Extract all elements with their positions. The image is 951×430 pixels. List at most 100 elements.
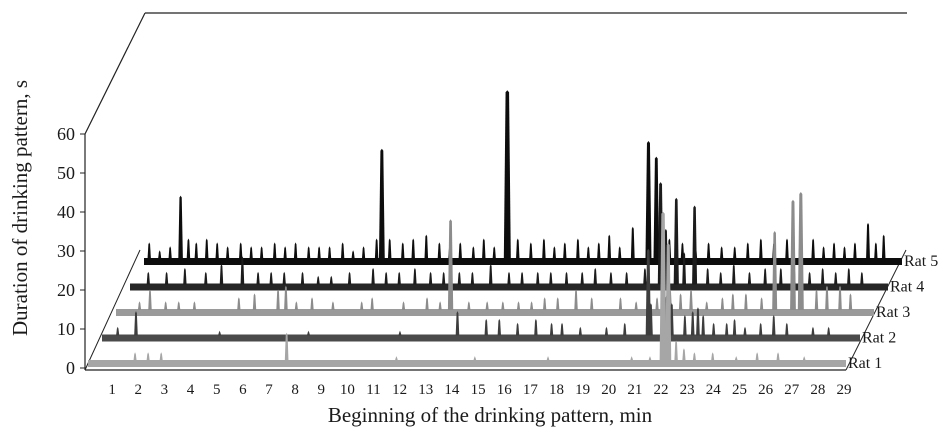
data-peak xyxy=(648,303,653,336)
data-peak xyxy=(455,311,460,336)
x-axis-title: Beginning of the drinking pattern, min xyxy=(328,403,653,427)
data-peak xyxy=(653,156,660,259)
data-peak xyxy=(239,242,243,259)
x-tick-label: 7 xyxy=(265,382,273,398)
data-peak xyxy=(834,271,838,285)
data-peak xyxy=(682,252,687,285)
data-peak xyxy=(473,356,477,361)
data-peak xyxy=(563,242,567,259)
data-peak xyxy=(370,297,374,310)
data-peak xyxy=(692,205,698,285)
data-peak xyxy=(701,315,705,336)
data-peak xyxy=(284,332,289,361)
data-peak xyxy=(501,301,505,310)
data-peak xyxy=(705,301,709,310)
data-peak xyxy=(515,322,520,336)
data-peak xyxy=(678,293,683,310)
data-peak xyxy=(284,285,288,310)
data-peak xyxy=(485,301,489,310)
data-peak xyxy=(772,231,778,310)
data-peak xyxy=(848,293,853,310)
data-peak xyxy=(743,326,747,336)
data-peak xyxy=(630,226,635,259)
data-peak xyxy=(797,192,804,310)
data-peak xyxy=(307,246,311,259)
x-tick-label: 1 xyxy=(108,382,116,398)
data-peak xyxy=(183,267,187,285)
data-peak xyxy=(711,322,716,336)
data-peak xyxy=(683,315,687,336)
x-tick-label: 2 xyxy=(135,382,143,398)
data-peak xyxy=(428,271,433,285)
x-tick-label: 3 xyxy=(161,382,169,398)
series-label: Rat 3 xyxy=(876,304,910,321)
data-peak xyxy=(529,301,534,310)
data-peak xyxy=(484,318,488,336)
data-peak xyxy=(719,246,724,259)
data-peak xyxy=(159,352,163,361)
data-peak xyxy=(256,271,260,285)
data-peak xyxy=(597,242,601,259)
data-peak xyxy=(178,195,183,259)
data-peak xyxy=(542,238,546,259)
data-peak xyxy=(549,271,553,285)
data-peak xyxy=(457,271,461,285)
data-peak xyxy=(306,330,311,336)
data-peak xyxy=(378,148,385,259)
data-peak xyxy=(329,275,333,285)
data-peak xyxy=(755,352,759,361)
data-peak xyxy=(331,301,335,310)
data-peak xyxy=(249,246,253,259)
data-peak xyxy=(746,242,750,259)
data-peak xyxy=(706,242,711,259)
data-peak xyxy=(580,271,584,285)
data-peak xyxy=(317,246,321,259)
data-peak xyxy=(497,318,501,336)
data-peak xyxy=(802,356,806,361)
data-peak xyxy=(294,301,298,310)
data-peak xyxy=(458,242,462,259)
data-peak xyxy=(711,352,715,361)
data-peak xyxy=(669,303,674,336)
data-peak xyxy=(655,297,659,310)
data-peak xyxy=(820,267,825,285)
axes-frame xyxy=(84,12,907,371)
data-peak xyxy=(398,330,402,336)
data-peak xyxy=(719,271,723,285)
data-peak xyxy=(734,356,738,361)
data-peak xyxy=(237,297,241,310)
data-peak xyxy=(609,271,613,285)
series-layer xyxy=(88,90,902,367)
data-peak xyxy=(634,301,638,310)
data-peak xyxy=(283,246,287,259)
frame-left-diagonal xyxy=(84,12,146,135)
data-peak xyxy=(733,246,737,259)
data-peak xyxy=(618,297,623,310)
x-tick-label: 5 xyxy=(213,382,221,398)
x-tick-label: 17 xyxy=(523,382,539,398)
x-tick-label: 20 xyxy=(601,382,616,398)
data-peak xyxy=(158,250,162,259)
y-axis-title: Duration of drinking pattern, s xyxy=(8,80,32,336)
data-peak xyxy=(340,242,345,259)
data-peak xyxy=(269,271,273,285)
x-tick-label: 24 xyxy=(706,382,722,398)
data-peak xyxy=(574,289,578,310)
x-tick-label: 16 xyxy=(497,382,513,398)
data-peak xyxy=(847,267,851,285)
y-tick-label: 20 xyxy=(57,280,75,300)
data-peak xyxy=(665,243,672,361)
data-peak xyxy=(177,301,181,310)
data-peak xyxy=(293,242,298,259)
data-peak xyxy=(240,256,245,285)
data-peak xyxy=(470,271,475,285)
series-baseline-band xyxy=(102,334,860,342)
data-peak xyxy=(442,271,446,285)
data-peak xyxy=(116,326,120,336)
data-peak xyxy=(387,238,392,259)
data-peak xyxy=(394,356,398,361)
data-peak xyxy=(215,242,219,259)
x-tick-label: 8 xyxy=(291,382,299,398)
data-peak xyxy=(397,271,401,285)
